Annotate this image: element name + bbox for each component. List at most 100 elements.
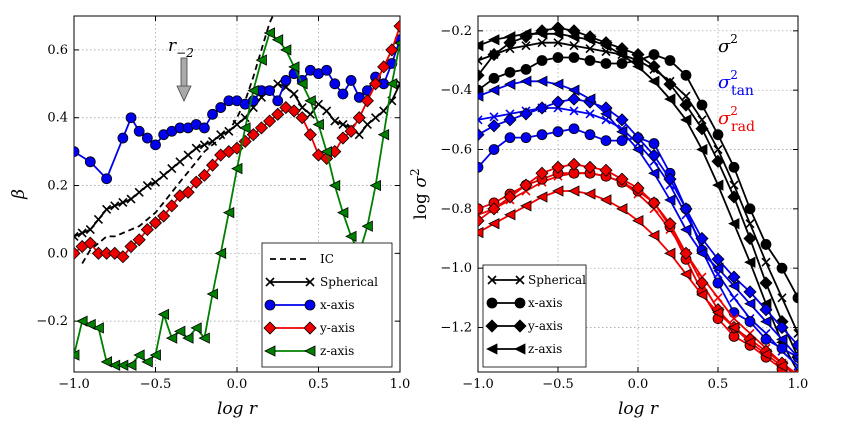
series-z-axis <box>74 27 400 371</box>
data-point <box>337 88 349 100</box>
data-point <box>74 146 80 158</box>
data-point <box>648 167 660 179</box>
data-point <box>369 179 381 192</box>
data-point <box>207 108 218 120</box>
series-blue-y-axis <box>478 92 798 352</box>
data-point <box>632 60 644 73</box>
data-point <box>92 322 104 334</box>
data-point <box>395 79 400 89</box>
data-point <box>150 139 161 151</box>
data-point <box>697 115 707 125</box>
data-point <box>600 194 612 206</box>
data-point <box>288 61 300 73</box>
data-point <box>632 215 644 227</box>
data-point <box>696 289 708 301</box>
data-point <box>478 226 484 239</box>
data-point <box>504 78 516 90</box>
data-point <box>141 356 153 368</box>
data-point <box>84 156 96 168</box>
data-point <box>792 354 798 361</box>
legend-entry-x-axis: x-axis <box>264 298 355 312</box>
series-blue-z-axis <box>478 75 798 361</box>
data-point <box>568 84 580 96</box>
data-point <box>102 204 112 214</box>
data-point <box>175 157 185 167</box>
data-point <box>165 199 179 213</box>
data-point <box>85 225 95 235</box>
data-point <box>520 64 532 75</box>
data-point <box>711 154 725 168</box>
data-point <box>759 276 773 290</box>
data-point <box>551 95 565 109</box>
data-point <box>568 52 580 63</box>
data-point <box>664 247 676 259</box>
data-point <box>568 31 580 43</box>
data-point <box>368 77 383 91</box>
data-point <box>648 75 660 87</box>
data-point <box>760 348 772 360</box>
data-point <box>728 321 740 334</box>
legend-label: IC <box>320 252 334 266</box>
data-point <box>600 58 612 69</box>
legend-label: z-axis <box>528 342 562 356</box>
data-point <box>552 28 564 40</box>
y-tick-label: −0.2 <box>36 314 68 329</box>
data-point <box>616 58 628 69</box>
data-point <box>569 106 579 116</box>
data-point <box>615 172 629 186</box>
data-point <box>712 277 724 289</box>
sigma-x-ticks: −1.0 −0.5 0.0 0.5 1.0 <box>462 16 808 392</box>
beta-panel: −1.0 −0.5 0.0 0.5 1.0 −0.2 0.0 0.2 0.4 0.6 log r… <box>9 15 411 419</box>
legend-marker <box>264 345 276 357</box>
y-tick-label: −1.2 <box>440 321 472 336</box>
sigma-y-ticks: −1.2 −1.0 −0.8 −0.6 −0.4 −0.2 <box>440 24 798 336</box>
data-point <box>157 308 170 321</box>
data-point <box>680 69 692 81</box>
data-point <box>519 178 533 192</box>
data-point <box>159 170 169 180</box>
data-point <box>338 119 348 130</box>
beta-series <box>74 16 400 371</box>
data-point <box>487 202 501 216</box>
data-point <box>504 66 516 78</box>
data-point <box>370 113 381 123</box>
data-point <box>118 197 128 208</box>
data-point <box>712 307 724 319</box>
data-point <box>287 104 301 118</box>
data-point <box>181 185 195 199</box>
legend-label: z-axis <box>320 344 354 358</box>
data-point <box>247 84 259 97</box>
y-tick-label: 0.0 <box>47 246 68 261</box>
sigma-label-tan: σ2 tan <box>718 68 754 99</box>
data-point <box>585 44 595 54</box>
data-point <box>504 31 516 43</box>
data-point <box>535 101 549 115</box>
data-point <box>74 246 81 260</box>
data-point <box>567 157 581 171</box>
data-point <box>695 276 709 290</box>
legend-entry-ic: IC <box>270 252 334 266</box>
data-point <box>157 209 171 223</box>
data-point <box>761 257 771 267</box>
data-point <box>535 166 549 180</box>
x-tick-label: 1.0 <box>390 377 411 392</box>
data-point <box>199 140 209 150</box>
data-point <box>478 90 484 102</box>
data-point <box>552 126 564 138</box>
data-point <box>141 132 153 144</box>
legend-marker <box>304 345 316 357</box>
legend-label: y-axis <box>319 321 355 335</box>
legend-marker <box>514 343 526 355</box>
data-point <box>190 322 202 334</box>
data-point <box>616 135 628 147</box>
data-point <box>142 180 152 191</box>
data-point <box>729 180 739 190</box>
data-point <box>584 34 596 46</box>
data-point <box>345 75 357 86</box>
data-point <box>133 125 145 137</box>
y-tick-label: −0.6 <box>440 143 472 158</box>
y-tick-label: −0.8 <box>440 202 472 217</box>
data-point <box>125 112 137 124</box>
data-point <box>280 44 292 56</box>
